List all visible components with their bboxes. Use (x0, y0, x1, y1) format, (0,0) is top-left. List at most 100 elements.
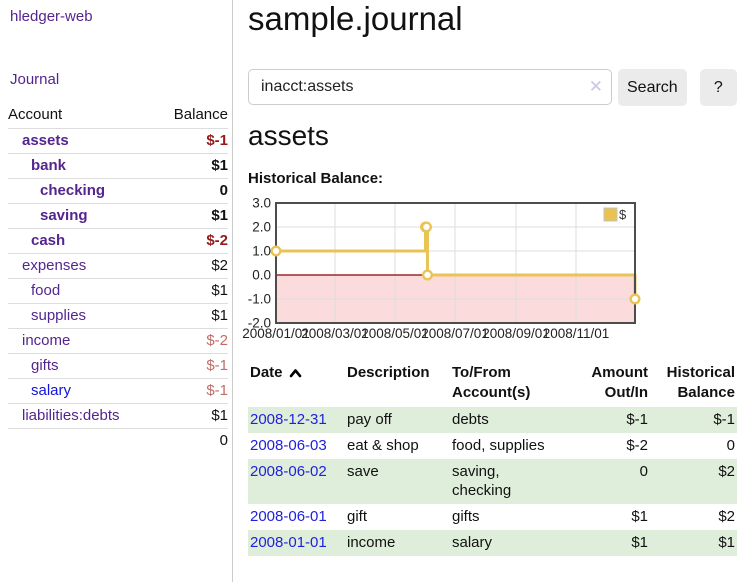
account-row: supplies $1 (8, 303, 228, 329)
transaction-date-link[interactable]: 2008-06-03 (250, 437, 327, 454)
transaction-description: gift (347, 508, 368, 525)
transaction-accounts: gifts (452, 508, 480, 525)
account-row: checking 0 (8, 178, 228, 204)
transaction-row[interactable]: 2008-06-03 eat & shop food, supplies $-2 0 (248, 433, 737, 459)
account-row: liabilities:debts $1 (8, 403, 228, 429)
svg-text:2008/01/01: 2008/01/01 (242, 326, 310, 341)
account-balance: $-2 (156, 328, 228, 354)
svg-text:2008/03/01: 2008/03/01 (301, 326, 369, 341)
account-row: food $1 (8, 278, 228, 304)
transaction-row[interactable]: 2008-12-31 pay off debts $-1 $-1 (248, 407, 737, 433)
transaction-row[interactable]: 2008-06-01 gift gifts $1 $2 (248, 504, 737, 530)
transaction-balance: $2 (718, 508, 735, 525)
accounts-total-spacer (8, 428, 157, 453)
register-header-date[interactable]: Date (248, 361, 345, 407)
sidebar: hledger-web Journal Account Balance asse… (0, 0, 232, 582)
register-header-accounts: To/From Account(s) (452, 364, 531, 401)
transaction-balance: $-1 (713, 411, 735, 428)
account-balance: $-1 (156, 378, 228, 404)
account-balance: $1 (156, 278, 228, 304)
transaction-date-link[interactable]: 2008-01-01 (250, 534, 327, 551)
account-link-income[interactable]: income (22, 332, 71, 349)
account-link-bank[interactable]: bank (31, 157, 67, 174)
account-link-supplies[interactable]: supplies (31, 307, 87, 324)
svg-text:-2.0: -2.0 (248, 316, 271, 331)
transaction-date-link[interactable]: 2008-06-01 (250, 508, 327, 525)
account-link-saving[interactable]: saving (40, 207, 88, 224)
svg-text:2008/11/01: 2008/11/01 (543, 326, 610, 341)
register-header-description: Description (347, 364, 430, 381)
svg-text:2008/09/01: 2008/09/01 (482, 326, 550, 341)
account-balance: $-1 (156, 353, 228, 379)
account-balance: 0 (156, 178, 228, 204)
transaction-balance: $1 (718, 534, 735, 551)
register-header-date-label: Date (250, 364, 283, 381)
register-header-balance: Historical Balance (666, 364, 735, 401)
account-link-gifts[interactable]: gifts (31, 357, 59, 374)
account-balance: $1 (156, 403, 228, 429)
account-row: income $-2 (8, 328, 228, 354)
transaction-balance: 0 (726, 437, 735, 454)
transaction-amount: 0 (639, 463, 648, 480)
accounts-table-body: assets $-1 bank $1 checking 0 saving $1 cash $-2 e… (8, 128, 228, 429)
account-row: bank $1 (8, 153, 228, 179)
account-row: cash $-2 (8, 228, 228, 254)
account-link-liabilities-debts[interactable]: liabilities:debts (22, 407, 120, 424)
account-link-checking[interactable]: checking (40, 182, 106, 199)
search-box: ✕ (248, 69, 612, 106)
transaction-amount: $-2 (626, 437, 648, 454)
account-balance: $-1 (156, 128, 228, 154)
search-input[interactable] (248, 69, 612, 105)
accounts-total-value: 0 (156, 428, 228, 453)
transaction-description: eat & shop (347, 437, 419, 454)
svg-text:2.0: 2.0 (252, 220, 271, 235)
search-button[interactable]: Search (618, 69, 687, 106)
svg-text:$: $ (619, 207, 627, 222)
accounts-table-header: Account Balance (8, 103, 228, 129)
account-section-title: assets (248, 120, 329, 151)
sidebar-item-journal[interactable]: Journal (10, 71, 60, 88)
transaction-accounts: debts (452, 411, 489, 428)
accounts-table: Account Balance assets $-1 bank $1 checking 0… (8, 103, 228, 453)
account-row: expenses $2 (8, 253, 228, 279)
account-balance: $1 (156, 303, 228, 329)
register-header-row: Date Description To/From Account(s) Amou… (248, 361, 737, 407)
sort-ascending-icon (289, 364, 302, 384)
transaction-amount: $1 (631, 508, 648, 525)
transaction-date-link[interactable]: 2008-12-31 (250, 411, 327, 428)
transaction-date-link[interactable]: 2008-06-02 (250, 463, 327, 480)
transaction-accounts: saving, checking (452, 463, 512, 499)
account-row: salary $-1 (8, 378, 228, 404)
account-link-assets[interactable]: assets (22, 132, 69, 149)
transaction-description: pay off (347, 411, 392, 428)
account-row: assets $-1 (8, 128, 228, 154)
clear-search-icon[interactable]: ✕ (588, 77, 603, 96)
accounts-header-balance: Balance (156, 103, 228, 129)
account-row: gifts $-1 (8, 353, 228, 379)
transaction-accounts: food, supplies (452, 437, 545, 454)
help-button[interactable]: ? (699, 69, 737, 106)
account-link-expenses[interactable]: expenses (22, 257, 87, 274)
svg-text:-1.0: -1.0 (248, 292, 271, 307)
account-balance: $1 (156, 153, 228, 179)
account-link-salary[interactable]: salary (31, 382, 72, 399)
svg-text:1.0: 1.0 (252, 244, 271, 259)
transaction-description: income (347, 534, 396, 551)
main-content: sample.journal ✕ Search ? assets Histori… (242, 0, 742, 582)
account-row: saving $1 (8, 203, 228, 229)
transaction-accounts: salary (452, 534, 493, 551)
chart: $3.0 2.0 1.0 0.0 -1.0 -2.0 2008/01/01 2008/03/0… (240, 196, 642, 344)
account-balance: $1 (156, 203, 228, 229)
chart-title: Historical Balance: (248, 170, 384, 187)
account-balance: $2 (156, 253, 228, 279)
svg-text:2008/05/01: 2008/05/01 (361, 326, 429, 341)
transaction-description: save (347, 463, 379, 480)
accounts-total-row: 0 (8, 428, 228, 453)
account-balance: $-2 (156, 228, 228, 254)
transaction-row[interactable]: 2008-01-01 income salary $1 $1 (248, 530, 737, 556)
account-link-food[interactable]: food (31, 282, 61, 299)
app-brand-link[interactable]: hledger-web (10, 8, 93, 25)
account-link-cash[interactable]: cash (31, 232, 66, 249)
transaction-row[interactable]: 2008-06-02 save saving, checking 0 $2 (248, 459, 737, 504)
